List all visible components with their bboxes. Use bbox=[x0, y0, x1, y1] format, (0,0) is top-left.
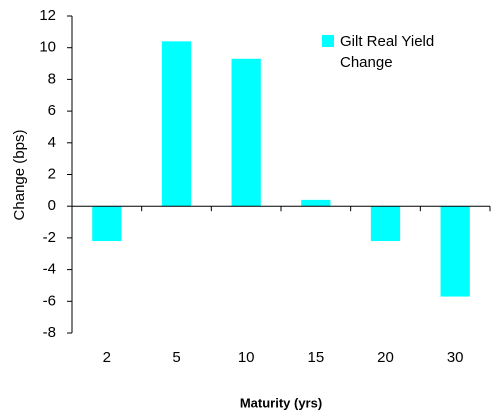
x-tick-label: 2 bbox=[103, 349, 111, 366]
y-tick-label: -6 bbox=[43, 292, 56, 309]
legend-swatch bbox=[322, 35, 334, 47]
y-tick-label: 4 bbox=[48, 134, 56, 151]
bar bbox=[231, 58, 261, 207]
x-tick-label: 30 bbox=[447, 349, 464, 366]
legend-label: Gilt Real Yield Change bbox=[340, 33, 435, 71]
y-tick-label: 2 bbox=[48, 165, 56, 182]
y-tick-label: 0 bbox=[48, 197, 56, 214]
bar bbox=[161, 41, 192, 207]
x-tick-label: 10 bbox=[238, 349, 255, 366]
legend: Gilt Real Yield Change bbox=[322, 31, 452, 71]
y-tick-label: 10 bbox=[39, 39, 56, 56]
bar bbox=[301, 199, 331, 207]
y-axis-title: Change (bps) bbox=[11, 130, 28, 221]
y-tick-label: -4 bbox=[43, 261, 56, 278]
bar bbox=[370, 206, 401, 242]
y-tick-label: 8 bbox=[48, 70, 56, 87]
y-tick-label: -2 bbox=[43, 229, 56, 246]
y-tick-label: 12 bbox=[39, 7, 56, 24]
bar bbox=[92, 206, 122, 242]
x-tick-label: 20 bbox=[377, 349, 394, 366]
y-tick-label: -8 bbox=[43, 324, 56, 341]
x-axis-title: Maturity (yrs) bbox=[240, 395, 322, 410]
bar bbox=[440, 206, 470, 297]
x-tick-label: 5 bbox=[172, 349, 180, 366]
x-tick-label: 15 bbox=[307, 349, 324, 366]
y-tick-label: 6 bbox=[48, 102, 56, 119]
